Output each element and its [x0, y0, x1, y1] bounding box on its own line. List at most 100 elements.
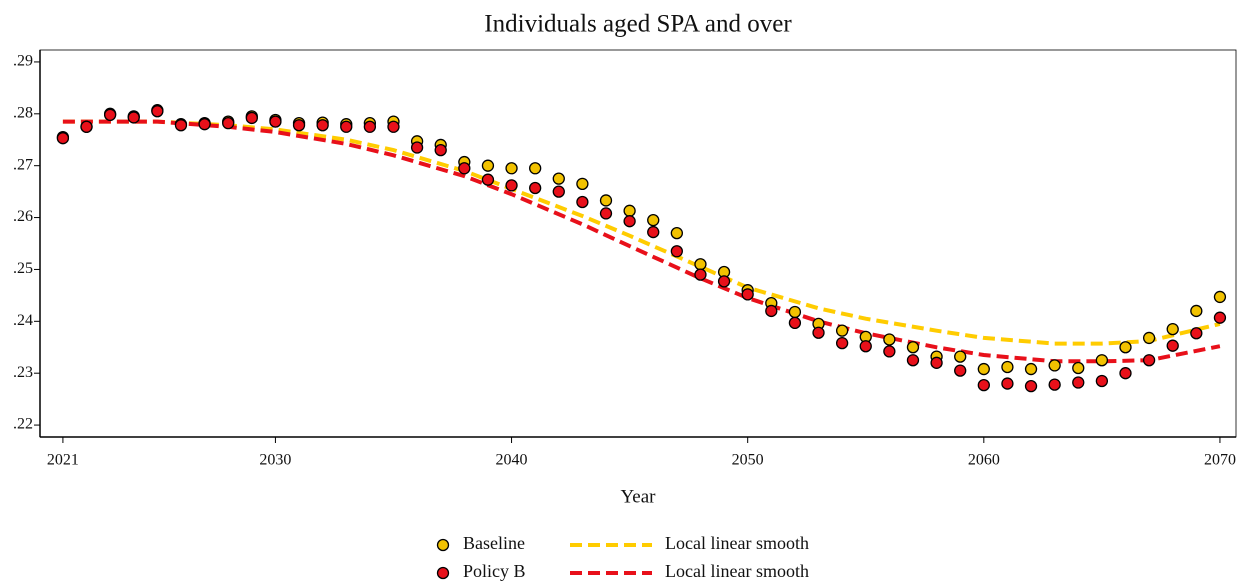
- point: [835, 324, 849, 337]
- y-tick-label: .28: [13, 104, 33, 121]
- smooth-line: [62, 119, 1221, 346]
- point: [906, 354, 920, 367]
- point: [174, 119, 188, 132]
- point: [812, 326, 825, 339]
- point: [316, 119, 329, 132]
- point: [1119, 341, 1132, 354]
- point: [647, 214, 660, 227]
- x-tick-label: 2021: [47, 452, 79, 469]
- point: [1048, 378, 1061, 391]
- y-tick-label: .26: [13, 208, 33, 225]
- point: [694, 268, 707, 281]
- point: [505, 179, 518, 192]
- point: [1142, 354, 1156, 367]
- smooth-line: [62, 119, 1221, 364]
- point: [1213, 311, 1227, 324]
- y-tick-label: .22: [13, 416, 33, 433]
- x-tick-label: 2070: [1204, 452, 1236, 469]
- point: [80, 120, 93, 133]
- point: [1048, 359, 1061, 372]
- point: [623, 204, 636, 217]
- point: [670, 245, 683, 258]
- point: [1190, 327, 1203, 340]
- point: [977, 378, 990, 392]
- y-tick-label: .24: [13, 312, 33, 329]
- point: [1119, 367, 1132, 380]
- point: [458, 162, 471, 175]
- legend-label: Baseline: [463, 533, 525, 553]
- x-tick-label: 2040: [496, 452, 528, 469]
- legend-marker: [436, 538, 450, 552]
- point: [340, 120, 353, 133]
- point: [599, 207, 613, 220]
- y-tick-label: .27: [13, 156, 33, 173]
- point: [103, 108, 117, 121]
- point: [505, 162, 518, 175]
- point: [529, 162, 542, 175]
- legend-marker: [436, 566, 450, 580]
- chart-title: Individuals aged SPA and over: [484, 11, 792, 38]
- point: [576, 195, 589, 209]
- point: [859, 340, 872, 353]
- point: [245, 111, 258, 125]
- point: [434, 143, 447, 157]
- legend-label: Local linear smooth: [665, 533, 809, 553]
- point: [481, 159, 495, 172]
- point: [481, 173, 495, 186]
- point: [552, 172, 565, 185]
- point: [269, 115, 282, 128]
- legend-label: Policy B: [463, 561, 526, 581]
- point: [529, 181, 542, 195]
- point: [1213, 290, 1227, 304]
- y-tick-label: .25: [13, 260, 33, 277]
- y-tick-label: .29: [13, 53, 33, 70]
- point: [1024, 380, 1038, 393]
- point: [599, 194, 613, 207]
- point: [1001, 360, 1014, 374]
- point: [930, 356, 943, 369]
- point: [883, 333, 896, 346]
- point: [906, 341, 920, 354]
- x-tick-label: 2050: [732, 452, 764, 469]
- legend-label: Local linear smooth: [665, 561, 809, 581]
- point: [576, 177, 589, 190]
- point: [1024, 362, 1038, 376]
- point: [1095, 354, 1109, 367]
- point: [1190, 304, 1203, 318]
- x-tick-label: 2030: [259, 452, 291, 469]
- y-tick-label: .23: [13, 364, 33, 381]
- point: [954, 350, 967, 363]
- point: [410, 141, 424, 154]
- point: [552, 185, 565, 198]
- point: [788, 316, 802, 330]
- point: [1001, 377, 1014, 390]
- point: [1095, 374, 1109, 388]
- point: [222, 116, 235, 130]
- point: [292, 119, 306, 132]
- x-tick-label: 2060: [968, 452, 1000, 469]
- point: [717, 275, 731, 288]
- point: [670, 226, 683, 240]
- point: [127, 111, 140, 124]
- point: [1072, 361, 1085, 375]
- plot-frame: [39, 49, 1237, 438]
- point: [151, 105, 164, 118]
- point: [198, 118, 211, 131]
- point: [954, 364, 967, 377]
- point: [647, 225, 660, 239]
- point: [835, 336, 849, 350]
- point: [387, 120, 400, 133]
- point: [694, 258, 707, 271]
- point: [1166, 322, 1179, 336]
- point: [883, 345, 896, 358]
- point: [623, 215, 636, 228]
- point: [977, 362, 990, 376]
- point: [788, 305, 802, 319]
- point: [1072, 376, 1085, 389]
- point: [363, 120, 377, 133]
- point: [1142, 331, 1156, 345]
- x-axis-label: Year: [620, 486, 656, 507]
- point: [1166, 339, 1179, 352]
- point: [765, 304, 778, 318]
